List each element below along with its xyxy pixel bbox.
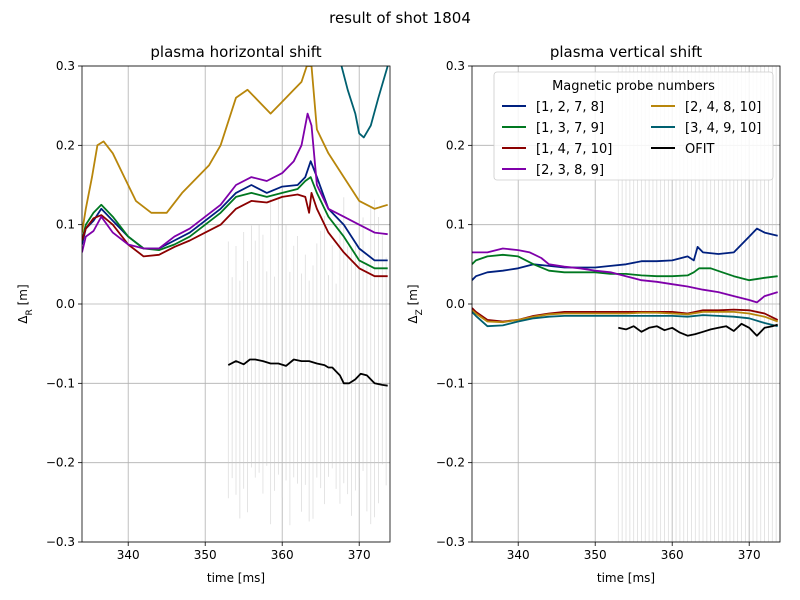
y-tick-label: −0.3 bbox=[46, 535, 75, 549]
x-tick-label: 360 bbox=[271, 548, 294, 562]
legend-entry-label: [1, 2, 7, 8] bbox=[536, 100, 604, 115]
y-tick-label: −0.3 bbox=[436, 535, 465, 549]
y-tick-label: 0.3 bbox=[446, 59, 465, 73]
series-line-4 bbox=[82, 112, 388, 253]
legend-entry-label: OFIT bbox=[685, 142, 715, 157]
axes-2: 340 350 360 370 −0.3 −0.2 −0.1 0.0 0.1 0.2 0.3 plas… bbox=[406, 43, 781, 585]
x-axis-label: time [ms] bbox=[207, 571, 265, 585]
legend-frame bbox=[493, 71, 774, 181]
series-line-2 bbox=[472, 253, 778, 282]
signal-spread bbox=[227, 197, 387, 526]
legend-entry-label: [2, 4, 8, 10] bbox=[685, 100, 761, 115]
series-line-2 bbox=[82, 176, 388, 270]
legend-title: Magnetic probe numbers bbox=[552, 79, 715, 94]
x-tick-label: 360 bbox=[661, 548, 684, 562]
legend-entry-label: [1, 4, 7, 10] bbox=[536, 142, 612, 157]
legend-entry-label: [1, 3, 7, 9] bbox=[536, 121, 604, 136]
y-label-subscript: Z bbox=[415, 309, 425, 315]
y-tick-label: 0.2 bbox=[446, 138, 465, 152]
y-label-unit: [m] bbox=[16, 284, 30, 309]
y-tick-label: 0.3 bbox=[56, 59, 75, 73]
series-group bbox=[472, 227, 779, 337]
series-line-3 bbox=[82, 191, 388, 278]
axes-title: plasma vertical shift bbox=[550, 43, 702, 61]
y-tick-label: −0.2 bbox=[436, 456, 465, 470]
legend-entry-label: [3, 4, 9, 10] bbox=[685, 121, 761, 136]
x-tick-label: 350 bbox=[194, 548, 217, 562]
y-label-symbol: Δ bbox=[406, 315, 420, 324]
y-tick-label: −0.2 bbox=[46, 456, 75, 470]
y-tick-label: 0.1 bbox=[56, 218, 75, 232]
figure-title: result of shot 1804 bbox=[329, 9, 471, 27]
series-line-7 bbox=[227, 358, 388, 387]
axes-1: 340 350 360 370 −0.3 −0.2 −0.1 0.0 0.1 0.2 0.3 plas… bbox=[16, 43, 391, 585]
y-tick-label: −0.1 bbox=[436, 376, 465, 390]
x-tick-label: 340 bbox=[117, 548, 140, 562]
x-tick-label: 350 bbox=[584, 548, 607, 562]
series-line-4 bbox=[472, 247, 778, 304]
y-tick-label: 0.1 bbox=[446, 218, 465, 232]
y-axis-label: ΔZ [m] bbox=[406, 284, 425, 323]
legend: Magnetic probe numbers [1, 2, 7, 8] [1, 3,… bbox=[493, 71, 774, 181]
x-tick-label: 370 bbox=[738, 548, 761, 562]
series-group bbox=[82, 66, 389, 387]
x-tick-label: 370 bbox=[348, 548, 371, 562]
series-line-5 bbox=[472, 309, 779, 324]
y-tick-label: −0.1 bbox=[46, 376, 75, 390]
y-tick-label: 0.2 bbox=[56, 138, 75, 152]
series-line-7 bbox=[618, 322, 778, 337]
series-line-1 bbox=[472, 227, 778, 281]
series-line-6 bbox=[340, 66, 389, 139]
y-label-subscript: R bbox=[25, 309, 35, 315]
series-line-5 bbox=[82, 66, 388, 233]
y-tick-label: 0.0 bbox=[56, 297, 75, 311]
x-tick-label: 340 bbox=[507, 548, 530, 562]
y-tick-label: 0.0 bbox=[446, 297, 465, 311]
y-axis-label: ΔR [m] bbox=[16, 284, 35, 323]
axes-title: plasma horizontal shift bbox=[150, 43, 321, 61]
series-line-6 bbox=[472, 311, 778, 328]
legend-entry-label: [2, 3, 8, 9] bbox=[536, 163, 604, 178]
x-axis-label: time [ms] bbox=[597, 571, 655, 585]
y-label-symbol: Δ bbox=[16, 315, 30, 324]
y-label-unit: [m] bbox=[406, 284, 420, 309]
